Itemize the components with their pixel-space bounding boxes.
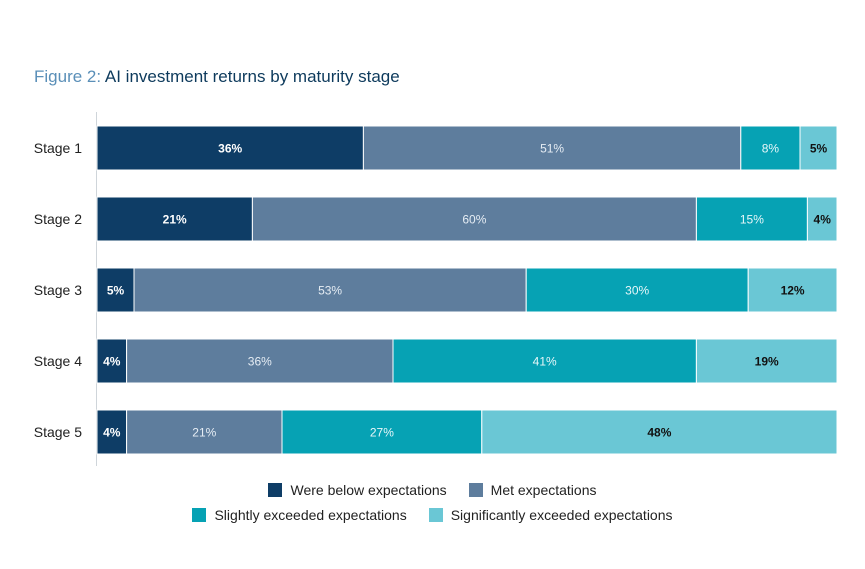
bar-segment [96,267,135,313]
legend-label-met: Met expectations [490,482,597,498]
chart-title: Figure 2: AI investment returns by matur… [34,67,400,87]
data-label: 48% [647,426,671,440]
category-label: Stage 3 [34,282,82,298]
bar-segment [126,409,283,455]
data-label: 53% [318,284,342,298]
data-label: 21% [163,213,187,227]
legend-label-below: Were below expectations [290,482,447,498]
bar-segment [133,267,527,313]
data-label: 30% [625,284,649,298]
bar-segment [96,125,364,171]
data-label: 5% [107,284,125,298]
data-label: 51% [540,142,564,156]
bar-segment [806,196,838,242]
bar-segment [281,409,483,455]
bar-segment [96,409,128,455]
category-label: Stage 4 [34,353,82,369]
bar-segment [799,125,838,171]
data-label: 8% [762,142,780,156]
category-label: Stage 1 [34,140,82,156]
data-label: 60% [462,213,486,227]
legend-row-1: Were below expectations Met expectations [0,482,865,498]
legend-row-2: Slightly exceeded expectations Significa… [0,507,865,523]
bar-segment [481,409,838,455]
legend-swatch-met [468,483,483,497]
legend-label-slightly: Slightly exceeded expectations [214,507,407,523]
legend-item-slightly: Slightly exceeded expectations [192,507,407,523]
data-label: 27% [370,426,394,440]
bar-segment [251,196,697,242]
data-label: 15% [740,213,764,227]
bar-segment [695,338,838,384]
legend-swatch-significantly [428,508,443,522]
bar-segment [96,338,128,384]
data-label: 5% [810,142,828,156]
figure-number: Figure 2: [34,67,102,86]
bar-segment [747,267,838,313]
data-label: 19% [755,355,779,369]
data-label: 4% [814,213,832,227]
data-label: 36% [248,355,272,369]
data-label: 4% [103,355,121,369]
bar-segment [392,338,697,384]
bar-segment [126,338,394,384]
legend-swatch-below [268,483,283,497]
data-label: 41% [533,355,557,369]
bar-segment [96,196,253,242]
data-label: 21% [192,426,216,440]
bar-segment [695,196,808,242]
data-label: 4% [103,426,121,440]
figure-title: AI investment returns by maturity stage [104,67,400,86]
category-label: Stage 5 [34,424,82,440]
category-label: Stage 2 [34,211,82,227]
legend-item-below: Were below expectations [268,482,447,498]
data-label: 12% [781,284,805,298]
data-label: 36% [218,142,242,156]
bar-segment [525,267,749,313]
bar-segment [362,125,742,171]
legend-item-significantly: Significantly exceeded expectations [428,507,673,523]
legend-label-significantly: Significantly exceeded expectations [450,507,673,523]
legend-swatch-slightly [192,508,207,522]
legend-item-met: Met expectations [468,482,597,498]
